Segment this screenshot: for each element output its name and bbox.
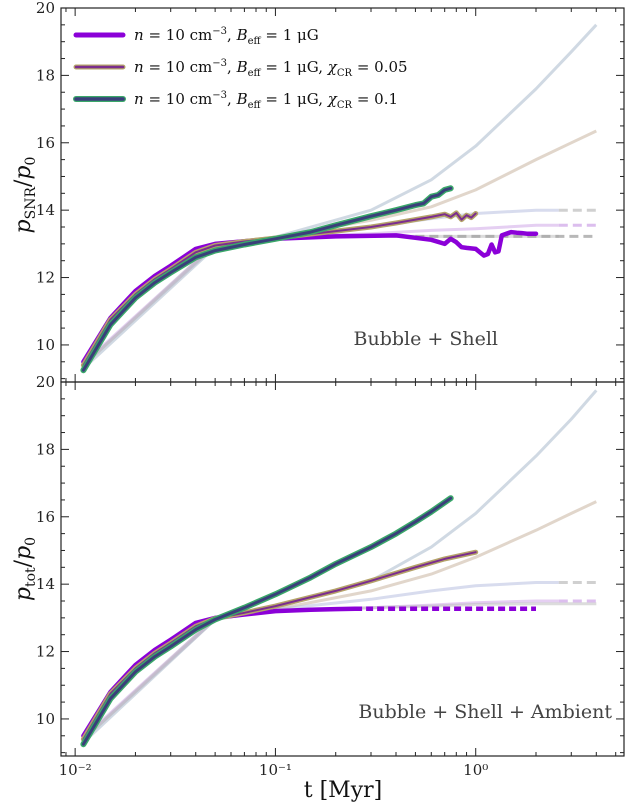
legend-label-2: n = 10 cm−3, Beff = 1 μG, χCR = 0.05: [134, 58, 408, 79]
top-ytick-label: 18: [36, 66, 55, 84]
top-series: [80, 185, 539, 374]
bottom-series: [80, 495, 536, 748]
top-series-3: [81, 186, 453, 372]
bottom-panel-annotation: Bubble + Shell + Ambient: [358, 701, 612, 723]
top-ytick-label: 10: [36, 336, 55, 354]
legend: n = 10 cm−3, Beff = 1 μG n = 10 cm−3, Be…: [73, 26, 408, 111]
bottom-series-3: [81, 496, 453, 746]
tick-labels: 10 12 14 16 18 20 10 12 14 16 18 20 10⁻² 10⁻¹ 10⁰: [36, 0, 488, 779]
top-y-axis-title: pSNR/p0: [11, 157, 39, 234]
bottom-faded-series: [82, 389, 598, 744]
legend-label-3: n = 10 cm−3, Beff = 1 μG, χCR = 0.1: [134, 90, 398, 111]
top-ytick-label: 12: [36, 269, 55, 287]
top-ytick-label: 14: [36, 201, 55, 219]
x-axis-title: t [Myr]: [304, 778, 382, 803]
xtick-label: 10⁻¹: [259, 761, 292, 779]
bottom-ytick-label: 16: [36, 508, 55, 526]
top-series-1: [81, 229, 539, 365]
top-panel-annotation: Bubble + Shell: [354, 328, 499, 350]
bottom-ytick-label: 12: [36, 643, 55, 661]
xtick-label: 10⁰: [463, 761, 488, 779]
bottom-ytick-label: 20: [36, 373, 55, 391]
top-faded-line-2: [82, 129, 597, 367]
bottom-ytick-label: 10: [36, 710, 55, 728]
xtick-label: 10⁻²: [59, 761, 92, 779]
bottom-faded-line-1: [82, 389, 598, 744]
bottom-series-1: [81, 606, 358, 739]
legend-label-1: n = 10 cm−3, Beff = 1 μG: [134, 26, 319, 47]
top-ytick-label: 20: [36, 0, 55, 17]
bottom-ytick-label: 18: [36, 440, 55, 458]
top-ytick-label: 16: [36, 134, 55, 152]
bottom-y-axis-title: ptot/p0: [11, 537, 39, 601]
bottom-panel-frame: [60, 381, 625, 757]
axis-ticks: [61, 7, 624, 756]
bottom-ytick-label: 14: [36, 575, 55, 593]
